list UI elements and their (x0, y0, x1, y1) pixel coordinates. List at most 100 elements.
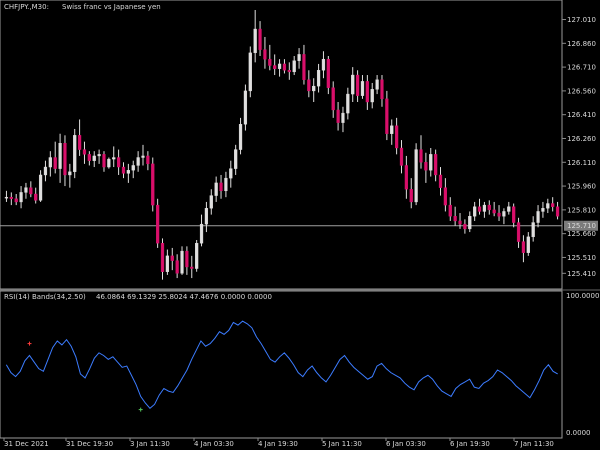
candle-body (58, 143, 62, 169)
candle-body (68, 171, 72, 176)
time-axis-labels: 31 Dec 2021 31 Dec 19:30 3 Jan 11:30 4 Jan … (3, 438, 554, 448)
candle-body (380, 79, 384, 100)
candle-body (204, 208, 209, 225)
price-tick-label: 125.410 (567, 270, 596, 278)
time-tick-label: 4 Jan 19:30 (258, 440, 298, 448)
candle-body (277, 63, 282, 69)
candle-body (434, 154, 438, 176)
candle-body (429, 154, 433, 171)
candle-body (351, 74, 355, 95)
candle-body (458, 220, 462, 225)
candle-body (48, 157, 52, 168)
candle-body (414, 149, 418, 203)
time-tick-label: 31 Dec 19:30 (66, 440, 113, 448)
candle-body (4, 196, 9, 199)
time-tick-label: 5 Jan 11:30 (322, 440, 362, 448)
rsi-top-tick: 100.0000 (566, 292, 599, 300)
rsi-bottom-tick: 0.0000 (566, 429, 591, 437)
candle-body (531, 222, 535, 238)
candle-body (424, 162, 428, 171)
candle-body (126, 170, 130, 174)
candle-body (438, 174, 443, 188)
candle-body (409, 189, 413, 203)
candle-body (473, 206, 477, 217)
candle-body (477, 206, 482, 212)
candle-body (131, 165, 135, 171)
candle-body (404, 165, 408, 190)
price-tick-label: 126.110 (567, 159, 596, 167)
candle-body (9, 196, 13, 199)
candle-body (321, 58, 326, 71)
candle-body (73, 135, 77, 172)
candle-body (497, 212, 501, 217)
candle-body (312, 85, 316, 92)
candle-body (151, 163, 155, 206)
candle-body (243, 90, 248, 125)
candle-body (29, 187, 33, 195)
candle-body (394, 125, 399, 149)
candle-body (121, 166, 126, 174)
price-tick-label: 125.510 (567, 254, 596, 262)
candle-body (292, 60, 296, 73)
candle-body (282, 63, 287, 71)
candle-body (448, 204, 452, 217)
candle-body (316, 70, 321, 87)
candle-body (63, 143, 67, 176)
candle-body (34, 193, 38, 201)
candle-body (463, 223, 467, 230)
candle-body (326, 58, 330, 88)
current-price-tag (564, 220, 598, 231)
rsi-label: RSI(14) Bands(34,2.50) (4, 293, 86, 301)
candle-body (214, 182, 218, 196)
candle-body (141, 155, 145, 158)
candle-body (180, 250, 184, 274)
rsi-line (5, 320, 558, 409)
candle-body (156, 204, 160, 244)
candle-body (136, 157, 140, 166)
candle-body (546, 203, 550, 209)
candle-body (336, 109, 340, 123)
price-tick-label: 125.660 (567, 230, 596, 238)
price-tick-label: 125.960 (567, 183, 596, 191)
rsi-values: 46.0864 69.1329 25.8024 47.4676 0.0000 0… (96, 293, 272, 301)
candle-body (346, 93, 350, 114)
candle-body (146, 155, 150, 165)
candle-body (385, 98, 389, 134)
candle-body (492, 209, 496, 214)
candle-body (541, 208, 545, 212)
time-tick-label: 3 Jan 11:30 (130, 440, 170, 448)
candle-body (38, 174, 43, 201)
candle-body (453, 216, 457, 222)
candle-body (468, 216, 472, 230)
candle-body (53, 157, 57, 169)
candle-body (24, 187, 28, 193)
candle-body (185, 250, 189, 268)
candle-body (229, 168, 233, 179)
time-tick-label: 6 Jan 03:30 (386, 440, 426, 448)
time-tick-label: 7 Jan 11:30 (514, 440, 554, 448)
candle-body (102, 154, 106, 168)
candle-body (112, 157, 116, 160)
price-tick-label: 127.010 (567, 16, 596, 24)
candle-body (297, 54, 301, 61)
candle-body (521, 241, 526, 253)
candle-body (107, 158, 111, 168)
candle-body (268, 58, 272, 66)
candle-body (555, 206, 560, 217)
price-tick-label: 126.560 (567, 87, 596, 95)
candle-body (77, 135, 82, 150)
candle-body (360, 81, 365, 96)
price-axis-ticks: 127.010 126.860 126.710 126.560 126.410 126.2… (562, 16, 596, 278)
candle-body (190, 266, 194, 269)
candle-body (302, 54, 306, 80)
candle-body (551, 203, 555, 207)
candle-body (224, 177, 228, 192)
candle-body (273, 65, 277, 69)
candle-body (307, 79, 311, 92)
candle-body (331, 87, 335, 111)
candle-body (526, 236, 530, 253)
price-tick-label: 126.710 (567, 64, 596, 72)
candle-body (92, 155, 96, 161)
